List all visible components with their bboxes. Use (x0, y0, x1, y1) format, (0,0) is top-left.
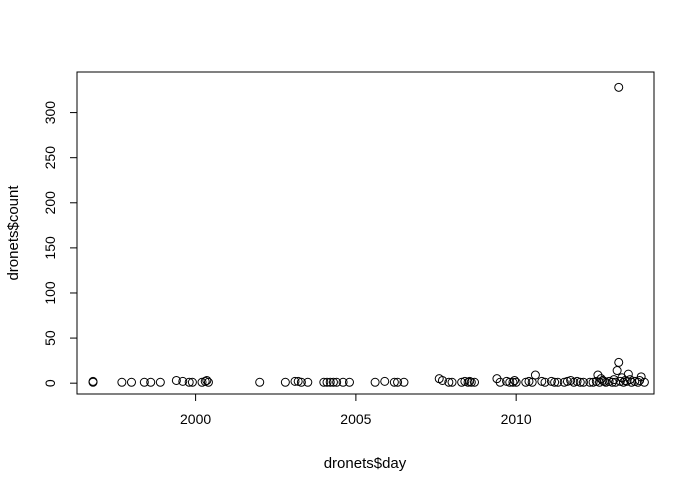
data-point (495, 377, 505, 387)
data-point (88, 376, 98, 386)
data-point (255, 377, 265, 387)
data-point (625, 375, 635, 385)
y-tick-label: 0 (42, 379, 58, 387)
data-point (510, 375, 520, 385)
x-tick-label: 2010 (501, 411, 532, 427)
data-point (117, 377, 127, 387)
data-point (612, 366, 622, 376)
data-point (389, 377, 399, 387)
data-point (636, 372, 646, 382)
data-points (88, 82, 649, 387)
data-point (465, 376, 475, 386)
data-point (623, 369, 633, 379)
data-point (202, 375, 212, 385)
y-axis-title: dronets$count (5, 185, 22, 281)
data-point (540, 377, 550, 387)
data-point (296, 377, 306, 387)
data-point (527, 377, 537, 387)
y-tick-label: 50 (42, 330, 58, 346)
data-point (437, 375, 447, 385)
data-point (585, 377, 595, 387)
y-tick-label: 250 (42, 146, 58, 170)
data-point (614, 82, 624, 92)
data-point (171, 375, 181, 385)
data-point (322, 377, 332, 387)
data-point (399, 377, 409, 387)
data-point (126, 377, 136, 387)
x-axis: 2000 2005 2010 (180, 393, 532, 427)
x-tick-label: 2000 (180, 411, 211, 427)
data-point (444, 377, 454, 387)
data-point (187, 377, 197, 387)
y-tick-label: 200 (42, 191, 58, 215)
data-point (530, 370, 540, 380)
x-axis-title: dronets$day (324, 455, 407, 472)
data-point (370, 377, 380, 387)
data-point (338, 377, 348, 387)
data-point (139, 377, 149, 387)
data-point (614, 357, 624, 367)
data-point (380, 376, 390, 386)
data-point (633, 377, 643, 387)
y-tick-label: 100 (42, 281, 58, 305)
data-point (146, 377, 156, 387)
data-point (332, 377, 342, 387)
data-point (447, 377, 457, 387)
y-axis: 0 50 100 150 200 250 300 (42, 101, 78, 387)
x-tick-label: 2005 (340, 411, 371, 427)
data-point (203, 377, 213, 387)
data-point (508, 377, 518, 387)
data-point (575, 377, 585, 387)
data-point (290, 376, 300, 386)
data-point (466, 377, 476, 387)
data-point (178, 376, 188, 386)
data-point (393, 377, 403, 387)
data-point (328, 377, 338, 387)
data-point (553, 377, 563, 387)
data-point (184, 377, 194, 387)
data-point (155, 377, 165, 387)
data-point (463, 377, 473, 387)
data-point (639, 377, 649, 387)
data-point (469, 377, 479, 387)
data-point (325, 377, 335, 387)
data-point (303, 377, 313, 387)
data-point (280, 377, 290, 387)
data-point (344, 377, 354, 387)
data-point (505, 377, 515, 387)
y-tick-label: 300 (42, 101, 58, 125)
plot-frame (76, 71, 655, 395)
data-point (550, 377, 560, 387)
data-point (578, 377, 588, 387)
y-tick-label: 150 (42, 236, 58, 260)
data-point (511, 377, 521, 387)
data-point (319, 377, 329, 387)
